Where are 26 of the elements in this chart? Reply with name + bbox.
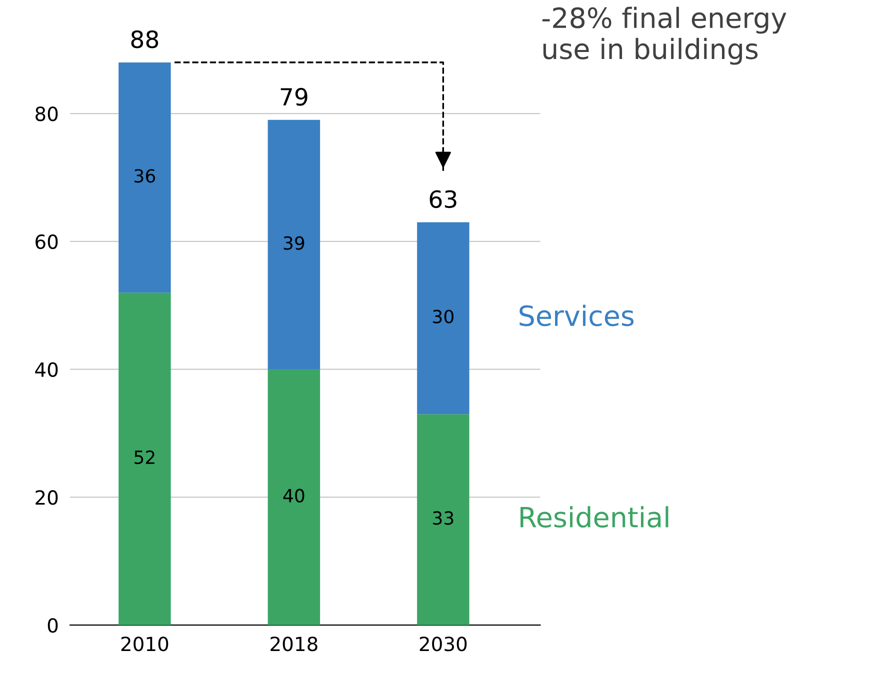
x-tick-label: 2030 xyxy=(420,636,467,652)
series-label: Services xyxy=(520,304,634,326)
data-label: 52 xyxy=(134,450,154,464)
x-tick-label: 2018 xyxy=(270,636,318,652)
bar xyxy=(268,120,320,370)
data-label: 30 xyxy=(433,310,454,324)
y-tick-label: 80 xyxy=(36,106,58,122)
series-label: Residential xyxy=(520,506,668,528)
bar xyxy=(118,62,171,293)
data-label: 40 xyxy=(283,488,304,502)
bar xyxy=(417,414,470,626)
data-label: 39 xyxy=(284,236,304,250)
total-label: 63 xyxy=(430,190,456,208)
total-label: 88 xyxy=(131,30,158,48)
bar xyxy=(417,222,470,414)
y-tick-label: 20 xyxy=(36,490,58,505)
data-label: 33 xyxy=(433,511,454,525)
y-tick-label: 40 xyxy=(35,362,58,377)
bar xyxy=(268,369,320,626)
text: -28% final energy use in buildings xyxy=(542,6,786,65)
y-tick-label: 0 xyxy=(48,618,58,633)
bar xyxy=(118,292,171,626)
x-tick-label: 2010 xyxy=(121,636,168,652)
total-label: 79 xyxy=(280,88,308,106)
data-label: 36 xyxy=(134,169,156,183)
y-tick-label: 60 xyxy=(36,234,58,250)
